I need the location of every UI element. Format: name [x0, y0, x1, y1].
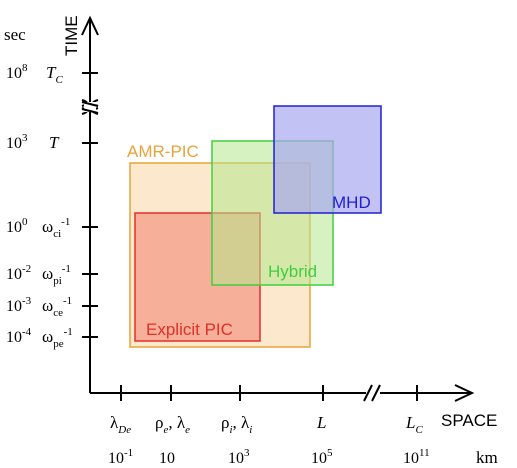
x-tick-values: 10-1 10 103 105 1011	[108, 447, 430, 467]
y-tick-value: 100	[6, 216, 28, 236]
y-tick-symbol: TC	[46, 63, 63, 86]
regions	[129, 105, 382, 348]
x-tick-symbols: λDe ρe, λe ρi, λi L LC	[110, 413, 423, 436]
mhd-region	[273, 105, 382, 214]
y-tick-symbols: TC T ωci-1 ωpi-1 ωce-1 ωpe-1	[42, 63, 73, 350]
y-tick-symbol: T	[49, 133, 60, 152]
explicit-pic-label: Explicit PIC	[146, 320, 233, 339]
x-tick-value: 105	[311, 447, 333, 467]
x-tick-symbol: ρi, λi	[221, 413, 252, 436]
x-ticks	[120, 385, 418, 401]
y-tick-symbol: ωpe-1	[42, 326, 73, 350]
x-axis	[90, 384, 475, 402]
x-tick-value: 10	[159, 450, 175, 467]
x-tick-symbol: ρe, λe	[155, 413, 190, 436]
y-axis-unit: sec	[4, 25, 26, 44]
y-tick-value: 103	[6, 132, 28, 152]
y-tick-symbol: ωci-1	[42, 216, 70, 240]
y-axis	[81, 15, 99, 393]
x-axis-unit: km	[476, 448, 498, 467]
y-tick-value: 10-4	[6, 326, 32, 346]
x-tick-symbol: LC	[405, 413, 423, 436]
y-tick-value: 108	[6, 62, 28, 82]
x-tick-value: 1011	[403, 447, 430, 467]
y-tick-value: 10-3	[6, 295, 32, 315]
x-tick-value: 10-1	[108, 447, 133, 467]
x-axis-title: SPACE	[441, 411, 497, 430]
y-axis-title: TIME	[62, 15, 81, 56]
x-tick-symbol: L	[316, 413, 326, 432]
hybrid-label: Hybrid	[268, 262, 317, 281]
y-tick-symbol: ωce-1	[42, 295, 72, 319]
x-tick-value: 103	[228, 447, 250, 467]
y-tick-values: 108 103 100 10-2 10-3 10-4	[6, 62, 32, 346]
y-tick-value: 10-2	[6, 263, 31, 283]
y-tick-symbol: ωpi-1	[42, 263, 71, 287]
x-tick-symbol: λDe	[110, 413, 131, 436]
y-ticks	[82, 72, 98, 338]
amr-pic-label: AMR-PIC	[127, 142, 199, 161]
mhd-label: MHD	[332, 193, 371, 212]
